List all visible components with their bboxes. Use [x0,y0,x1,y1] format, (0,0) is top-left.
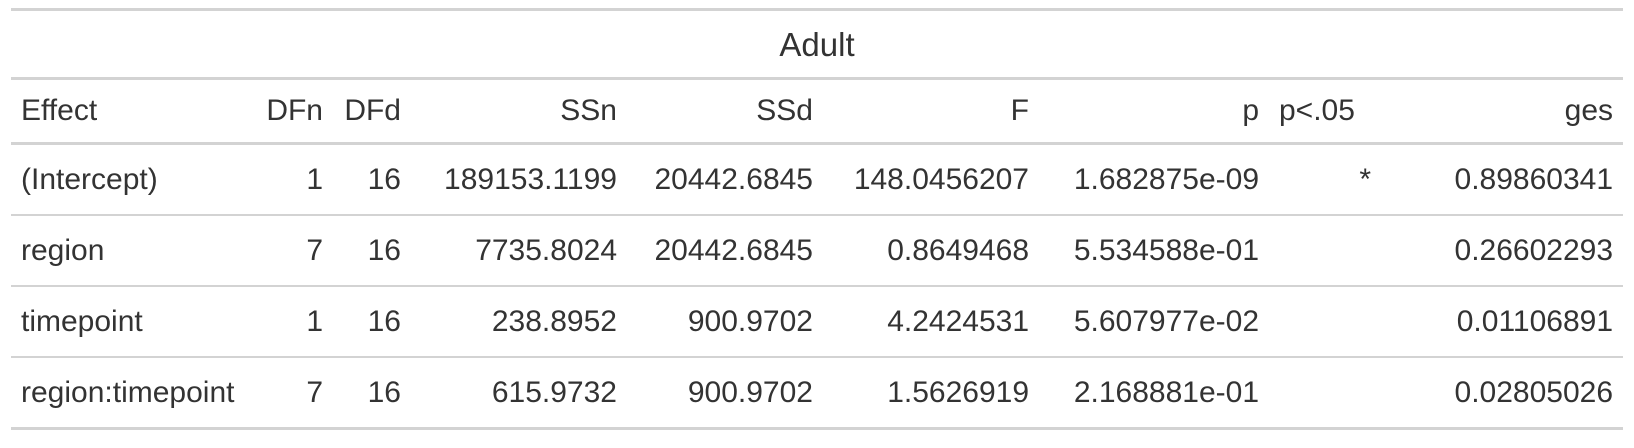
cell-p: 5.607977e-02 [1039,285,1269,357]
cell-ssn: 7735.8024 [411,214,627,286]
cell-effect: timepoint [11,285,255,357]
cell-dfd: 16 [333,285,411,357]
table-header-row: Effect DFn DFd SSn SSd F p p<.05 ges [11,78,1624,145]
cell-significance [1269,285,1381,357]
column-header-f: F [823,78,1039,145]
cell-ges: 0.89860341 [1454,162,1614,196]
cell-f: 0.8649468 [823,214,1039,286]
column-header-p: p [1039,78,1269,145]
cell-dfd: 16 [333,356,411,429]
cell-ssn: 189153.1199 [444,162,617,196]
cell-f: 148.0456207 [853,162,1029,196]
cell-dfn: 7 [255,214,333,286]
cell-ssd: 900.9702 [627,285,823,357]
cell-ssd: 900.9702 [627,356,823,429]
cell-dfn: 1 [255,285,333,357]
cell-dfd: 16 [367,162,401,196]
table-title: Adult [11,9,1624,80]
cell-dfn: 1 [306,162,323,196]
cell-significance [1269,356,1381,429]
column-header-significance: p<.05 [1269,78,1381,145]
cell-ssd: 20442.6845 [627,214,823,286]
anova-table-container: Adult Effect DFn DFd SSn SSd F p p<.05 g… [11,8,1624,430]
cell-f: 4.2424531 [823,285,1039,357]
cell-dfd: 16 [333,214,411,286]
table-title-row: Adult [11,9,1624,80]
table-row: timepoint 1 16 238.8952 900.9702 4.24245… [11,285,1624,357]
table-row: region 7 16 7735.8024 20442.6845 0.86494… [11,214,1624,286]
cell-ges: 0.01106891 [1381,285,1624,357]
cell-p: 5.534588e-01 [1039,214,1269,286]
table-row: (Intercept) 1 16 189153.1199 20442.6845 … [11,144,1623,216]
cell-effect: region:timepoint [11,356,255,429]
column-header-dfn: DFn [255,78,333,145]
cell-significance [1269,214,1381,286]
anova-table: Adult Effect DFn DFd SSn SSd F p p<.05 g… [11,8,1624,430]
cell-f: 1.5626919 [823,356,1039,429]
column-header-ssn: SSn [411,78,627,145]
cell-ges: 0.26602293 [1381,214,1624,286]
cell-p: 2.168881e-01 [1039,356,1269,429]
cell-dfn: 7 [255,356,333,429]
cell-ges: 0.02805026 [1381,356,1624,429]
cell-effect: region [11,214,255,286]
cell-significance: * [1359,162,1371,196]
column-header-dfd: DFd [333,78,411,145]
column-header-ges: ges [1381,78,1624,145]
column-header-ssd: SSd [627,78,823,145]
cell-p: 1.682875e-09 [1073,162,1259,196]
column-header-effect: Effect [11,78,255,145]
cell-effect: (Intercept) [21,162,158,196]
cell-ssd: 20442.6845 [654,162,814,196]
cell-ssn: 615.9732 [411,356,627,429]
table-row: region:timepoint 7 16 615.9732 900.9702 … [11,356,1624,429]
cell-ssn: 238.8952 [411,285,627,357]
